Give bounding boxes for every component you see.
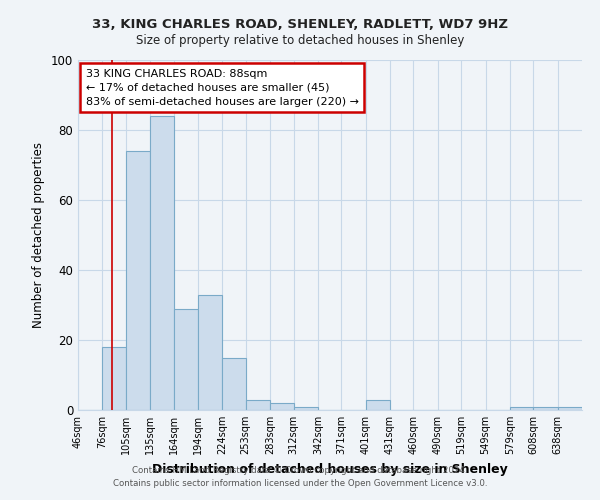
Bar: [510, 406, 533, 410]
Bar: [293, 406, 318, 410]
Bar: [270, 403, 293, 410]
Bar: [557, 406, 582, 410]
Bar: [533, 406, 557, 410]
Bar: [198, 294, 222, 410]
Bar: [150, 116, 173, 410]
Bar: [365, 400, 390, 410]
Bar: [103, 347, 126, 410]
Bar: [246, 400, 270, 410]
Bar: [126, 151, 150, 410]
Bar: [173, 308, 198, 410]
Text: Size of property relative to detached houses in Shenley: Size of property relative to detached ho…: [136, 34, 464, 47]
Y-axis label: Number of detached properties: Number of detached properties: [32, 142, 46, 328]
Text: 33 KING CHARLES ROAD: 88sqm
← 17% of detached houses are smaller (45)
83% of sem: 33 KING CHARLES ROAD: 88sqm ← 17% of det…: [86, 69, 359, 107]
Text: Contains HM Land Registry data © Crown copyright and database right 2024.
Contai: Contains HM Land Registry data © Crown c…: [113, 466, 487, 487]
X-axis label: Distribution of detached houses by size in Shenley: Distribution of detached houses by size …: [152, 462, 508, 475]
Bar: [222, 358, 246, 410]
Text: 33, KING CHARLES ROAD, SHENLEY, RADLETT, WD7 9HZ: 33, KING CHARLES ROAD, SHENLEY, RADLETT,…: [92, 18, 508, 30]
